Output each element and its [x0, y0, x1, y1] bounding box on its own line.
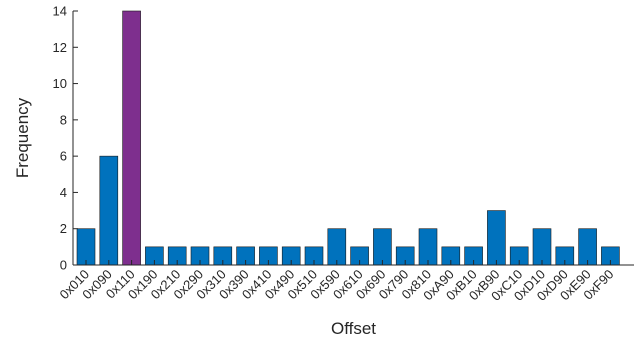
y-tick-label: 14	[53, 4, 67, 19]
y-tick-label: 12	[53, 40, 67, 55]
y-tick-label: 8	[60, 112, 67, 127]
bar-0x110	[122, 10, 141, 266]
y-tick-label: 4	[60, 185, 67, 200]
x-axis-title: Offset	[331, 319, 376, 338]
bar-0x010	[76, 228, 96, 266]
bar-0x590	[327, 228, 347, 266]
bars-group	[76, 10, 620, 266]
y-tick-label: 0	[60, 258, 67, 273]
bar-0x690	[373, 228, 392, 266]
bar-0xD10	[532, 228, 552, 266]
bar-0x090	[99, 155, 119, 266]
bar-0x810	[418, 228, 438, 266]
y-tick-label: 6	[60, 149, 67, 164]
bar-0xB90	[487, 210, 506, 266]
y-axis-title: Frequency	[13, 97, 32, 178]
y-tick-label: 10	[53, 76, 67, 91]
bar-0xE90	[578, 228, 597, 266]
x-axis-ticks: 0x0100x0900x1100x1900x2100x2900x3100x390…	[56, 260, 617, 304]
y-tick-label: 2	[60, 221, 67, 236]
y-axis-ticks: 0 2 4 6 8 10 12 14	[53, 4, 78, 273]
